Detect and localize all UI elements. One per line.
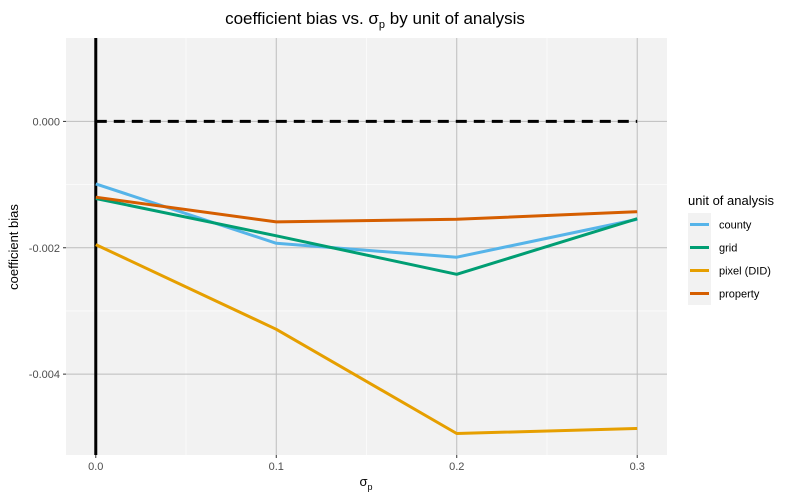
y-axis-label: coefficient bias bbox=[6, 204, 21, 290]
series-line-grid bbox=[95, 197, 638, 276]
legend-label: grid bbox=[719, 243, 737, 255]
x-tick-label: 0.0 bbox=[88, 461, 103, 473]
x-axis-ticks: 0.0 0.1 0.2 0.3 bbox=[88, 455, 645, 473]
legend-label: property bbox=[719, 289, 760, 301]
series-line-property bbox=[95, 195, 638, 224]
chart-title: coefficient bias vs. σp by unit of analy… bbox=[225, 9, 525, 31]
y-axis-ticks: 0.000 -0.002 -0.004 bbox=[29, 116, 66, 381]
x-tick-label: 0.1 bbox=[269, 461, 284, 473]
x-axis-label: σp bbox=[359, 474, 372, 492]
x-tick-label: 0.2 bbox=[449, 461, 464, 473]
legend: county grid pixel (DID) property bbox=[688, 213, 771, 305]
series-line-county bbox=[95, 182, 638, 259]
legend-title: unit of analysis bbox=[688, 193, 774, 208]
x-tick-label: 0.3 bbox=[630, 461, 645, 473]
y-tick-label: -0.002 bbox=[29, 243, 60, 255]
series-lines bbox=[94, 38, 638, 455]
y-tick-label: -0.004 bbox=[29, 369, 60, 381]
legend-label: county bbox=[719, 220, 752, 232]
series-line-pixel-did- bbox=[95, 243, 638, 435]
y-tick-label: 0.000 bbox=[32, 116, 60, 128]
legend-label: pixel (DID) bbox=[719, 266, 771, 278]
